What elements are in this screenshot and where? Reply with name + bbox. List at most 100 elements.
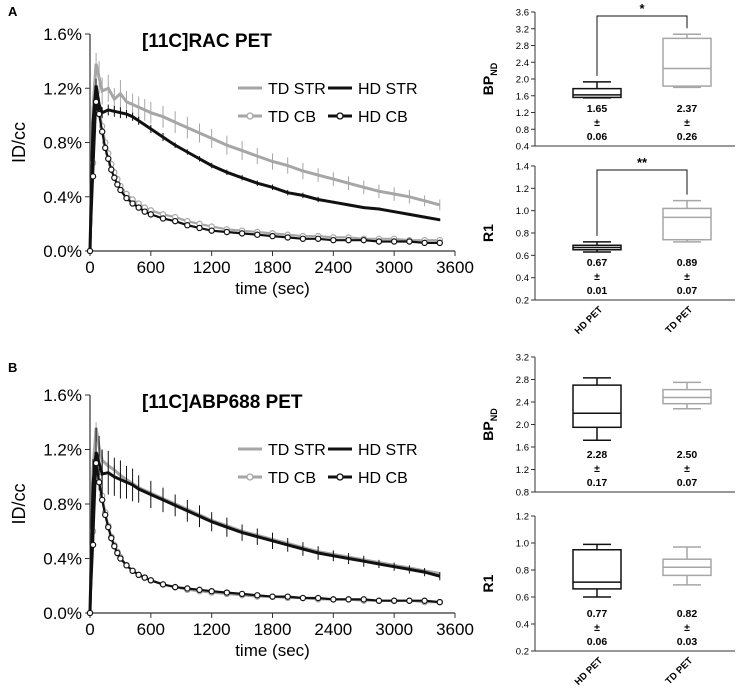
data-point <box>269 593 276 600</box>
data-point <box>223 589 231 596</box>
y-tick-label: 3.2 <box>516 24 529 35</box>
data-point <box>86 609 94 617</box>
pm-label: ± <box>594 271 600 283</box>
x-tick-label: 3000 <box>375 258 413 277</box>
data-point <box>105 155 112 162</box>
y-tick-label: 1.6 <box>516 91 529 102</box>
x-tick-label: 0 <box>85 258 94 277</box>
data-point <box>147 577 155 584</box>
legend-label: HD STR <box>358 442 418 459</box>
data-point <box>95 110 103 118</box>
mean-label: 1.65 <box>587 103 608 115</box>
pm-label: ± <box>684 117 690 129</box>
x-tick-label: 1800 <box>254 620 292 639</box>
box-iqr <box>662 207 712 241</box>
data-point <box>390 597 398 604</box>
boxplot-b-r1: 0.2 0.4 0.6 0.8 1.0 1.2 R1 0.77 ±0.06 HD PET 0.82 ±… <box>480 512 735 688</box>
x-tick-label: TD PET <box>663 304 695 336</box>
data-point <box>406 238 413 245</box>
data-point <box>284 234 291 241</box>
data-point <box>92 98 100 106</box>
data-point <box>89 173 97 180</box>
x-tick-label: 3600 <box>436 620 474 639</box>
legend-label: HD STR <box>358 81 418 98</box>
x-tick-label: 1800 <box>254 258 292 277</box>
y-tick-label: 0.8% <box>43 495 82 514</box>
data-point <box>345 596 352 603</box>
data-point <box>129 567 136 574</box>
significance-bracket: ** <box>596 155 688 236</box>
data-point <box>159 215 167 222</box>
y-tick-label: 1.2% <box>43 441 82 460</box>
data-point <box>98 128 106 135</box>
pm-label: ± <box>594 117 600 129</box>
sem-label: 0.07 <box>677 285 698 297</box>
data-point <box>238 590 246 598</box>
data-point <box>375 597 383 604</box>
data-point <box>135 204 142 211</box>
y-tick-label: 1.4 <box>516 162 529 173</box>
legend-label: HD CB <box>358 470 408 487</box>
pm-label: ± <box>594 463 600 475</box>
x-tick-label: 600 <box>137 258 165 277</box>
mean-label: 0.67 <box>587 257 608 269</box>
sem-label: 0.01 <box>587 285 608 297</box>
y-tick-label: 0.8 <box>516 125 529 136</box>
y-tick-label: 0.2 <box>516 647 529 658</box>
bracket-line <box>596 15 688 76</box>
y-axis-label: BPND <box>480 62 499 95</box>
data-point <box>117 555 124 562</box>
y-tick-label: 1.2 <box>516 512 529 523</box>
y-tick-label: 3.2 <box>516 353 529 364</box>
x-tick-label: 3000 <box>375 620 413 639</box>
legend-item: HD STR <box>328 81 418 98</box>
bracket-line <box>596 169 688 236</box>
mean-label: 0.82 <box>677 608 698 620</box>
y-axis-label: R1 <box>480 574 496 592</box>
y-tick-label: 2.8 <box>516 375 529 386</box>
data-point <box>360 596 367 603</box>
data-point <box>171 217 179 225</box>
line-chart-b: 0.0% 0.4% 0.8% 1.2% 1.6% 0 600 1200 1800 2400 3000… <box>9 386 474 660</box>
pm-label: ± <box>684 271 690 283</box>
box-td-pet: 2.37 ±0.26 <box>662 33 712 143</box>
data-point <box>86 247 94 255</box>
data-point <box>102 511 109 519</box>
box-hd-pet: 2.28 ±0.17 <box>572 377 622 489</box>
y-tick-label: 2.0 <box>516 420 529 431</box>
y-tick-label: 2.4 <box>516 398 529 409</box>
data-point <box>208 588 215 595</box>
y-axis-label: R1 <box>480 224 496 242</box>
legend-marker <box>336 473 344 481</box>
sem-label: 0.17 <box>587 477 608 489</box>
legend-label: TD STR <box>268 81 326 98</box>
y-tick-label: 0.4 <box>516 273 529 284</box>
sem-label: 0.07 <box>677 477 698 489</box>
y-tick-label: 0.6 <box>516 251 529 262</box>
y-tick-label: 0.6 <box>516 593 529 604</box>
significance-bracket: * <box>596 1 688 76</box>
box-iqr <box>662 388 712 405</box>
data-point <box>254 231 261 238</box>
data-point <box>238 230 246 237</box>
data-point <box>123 194 130 202</box>
box-hd-pet: 0.67 ±0.01 HD PET <box>572 241 622 337</box>
data-point <box>196 224 203 232</box>
box-iqr <box>572 549 622 590</box>
pm-label: ± <box>684 463 690 475</box>
y-tick-label: 1.2 <box>516 465 529 476</box>
y-tick-label: 0.4% <box>43 550 82 569</box>
x-tick-label: 0 <box>85 620 94 639</box>
box-td-pet: 0.82 ±0.03 TD PET <box>662 546 712 687</box>
boxplot-b-bpnd: 0.8 1.2 1.6 2.0 2.4 2.8 3.2 BPND 2.28 ±0.17 2.50 ±0… <box>480 353 735 499</box>
data-point <box>108 166 115 173</box>
legend-marker <box>246 473 254 481</box>
significance-stars: ** <box>637 155 648 170</box>
data-point <box>114 181 121 188</box>
legend-item: TD STR <box>238 81 326 98</box>
y-tick-label: 0.8 <box>516 488 529 499</box>
data-point <box>117 186 124 194</box>
box-iqr <box>572 87 622 99</box>
legend-item: TD STR <box>238 442 326 459</box>
